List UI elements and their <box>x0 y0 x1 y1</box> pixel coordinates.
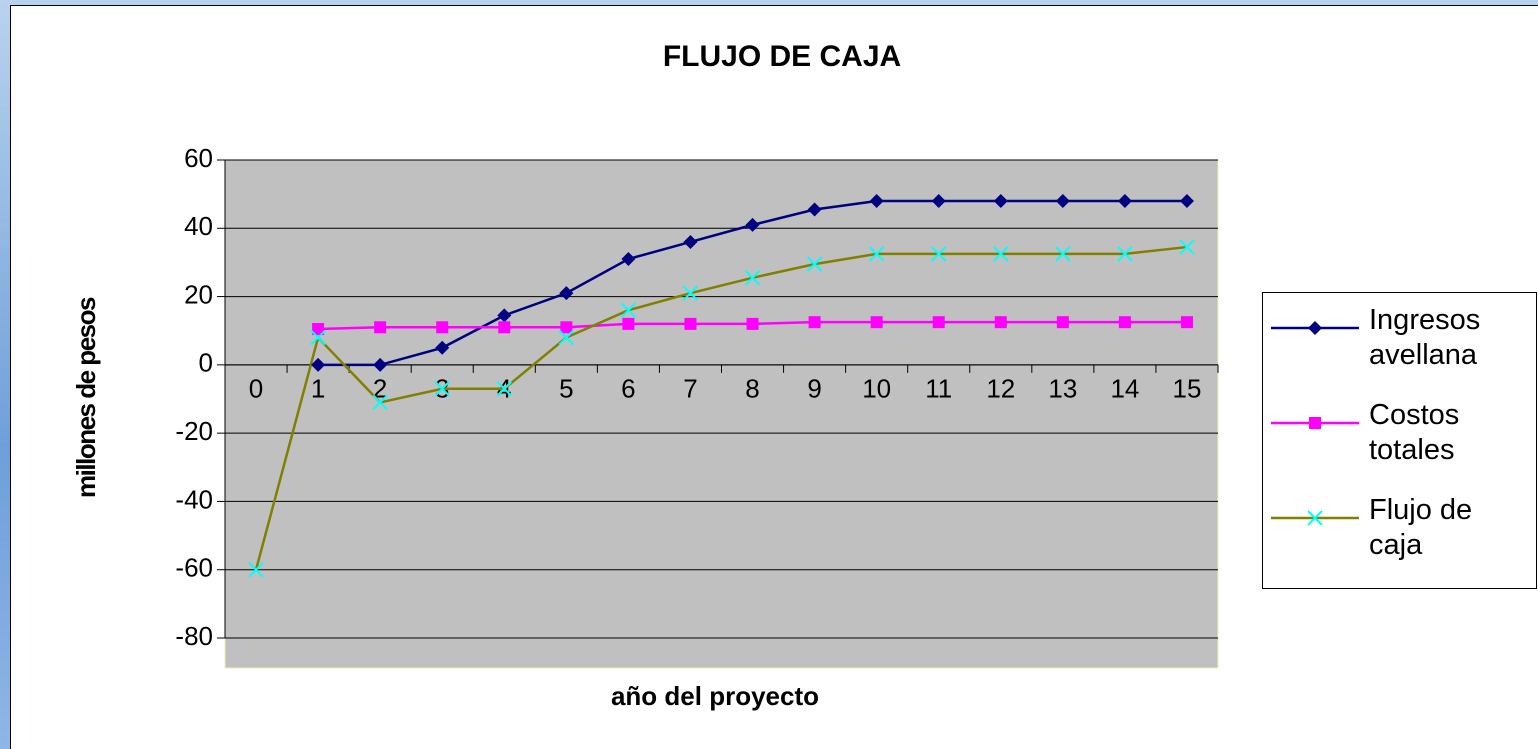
y-tick-label: 20 <box>184 279 213 309</box>
legend-swatch <box>1271 417 1359 429</box>
x-tick-label: 0 <box>249 374 263 404</box>
marker <box>374 321 387 334</box>
legend-label: Flujo de caja <box>1369 494 1473 561</box>
legend-item: Ingresos avellana <box>1263 303 1538 393</box>
marker <box>684 317 697 330</box>
legend-swatch <box>1271 510 1359 526</box>
marker <box>1308 321 1322 335</box>
marker <box>312 323 325 336</box>
marker <box>434 381 450 397</box>
marker <box>1117 193 1132 208</box>
y-axis-label: millones de pesos <box>71 297 101 498</box>
x-tick-label: 1 <box>311 374 325 404</box>
marker <box>1118 316 1131 329</box>
marker <box>620 302 637 318</box>
marker <box>870 316 883 329</box>
marker <box>435 340 450 355</box>
legend-label: Ingresos avellana <box>1369 304 1481 371</box>
y-tick-label: -80 <box>175 621 213 651</box>
x-tick-label: 7 <box>683 374 697 404</box>
x-tick-label: 10 <box>862 374 891 404</box>
x-tick-label: 6 <box>621 374 635 404</box>
series-line <box>254 245 1188 571</box>
marker <box>807 202 822 217</box>
marker <box>372 394 388 411</box>
marker <box>932 316 945 329</box>
x-tick-label: 15 <box>1173 374 1202 404</box>
marker <box>1309 417 1321 429</box>
marker <box>496 381 512 397</box>
marker <box>1055 193 1070 208</box>
marker <box>1117 246 1133 262</box>
marker <box>436 321 449 334</box>
y-tick-label: 60 <box>184 143 213 173</box>
y-tick-label: 40 <box>184 211 213 241</box>
marker <box>558 329 575 346</box>
marker <box>808 316 821 329</box>
marker <box>682 285 699 301</box>
marker <box>993 246 1009 262</box>
marker <box>310 329 326 346</box>
y-tick-label: 0 <box>199 348 213 378</box>
legend-item: Costos totales <box>1263 398 1538 488</box>
marker <box>806 256 823 272</box>
x-tick-label: 12 <box>986 374 1015 404</box>
x-tick-label: 5 <box>559 374 573 404</box>
marker <box>559 286 574 301</box>
marker <box>1179 239 1195 255</box>
marker <box>497 308 512 323</box>
marker <box>745 217 760 232</box>
marker <box>373 357 388 372</box>
legend-swatch <box>1271 321 1359 335</box>
marker <box>993 193 1008 208</box>
marker <box>994 316 1007 329</box>
legend-label: Costos totales <box>1369 399 1460 466</box>
marker <box>931 246 947 262</box>
marker <box>621 252 636 267</box>
x-tick-label: 2 <box>373 374 387 404</box>
y-tick-label: -40 <box>175 484 213 514</box>
marker <box>1055 246 1071 262</box>
x-tick-label: 13 <box>1048 374 1077 404</box>
x-tick-label: 8 <box>745 374 759 404</box>
marker <box>1056 316 1069 329</box>
marker <box>931 193 946 208</box>
plot-area <box>224 159 1219 669</box>
x-tick-label: 11 <box>925 374 952 404</box>
chart-title: FLUJO DE CAJA <box>663 40 901 73</box>
marker <box>683 234 698 249</box>
x-axis-label: año del proyecto <box>611 681 819 711</box>
marker <box>498 321 511 334</box>
marker <box>1180 316 1193 329</box>
marker <box>869 193 884 208</box>
marker <box>746 317 759 330</box>
marker <box>1179 193 1194 208</box>
x-tick-label: 9 <box>807 374 821 404</box>
marker <box>248 562 264 578</box>
marker <box>311 357 326 372</box>
legend: Ingresos avellana Costos totales Flujo de … <box>1262 292 1537 589</box>
legend-item: Flujo de caja <box>1263 493 1538 583</box>
x-tick-label: 14 <box>1110 374 1139 404</box>
marker <box>744 270 761 286</box>
marker <box>560 321 573 334</box>
marker <box>1307 510 1323 526</box>
y-tick-label: -20 <box>175 416 213 446</box>
y-tick-label: -60 <box>175 553 213 583</box>
marker <box>622 317 635 330</box>
marker <box>868 246 885 262</box>
